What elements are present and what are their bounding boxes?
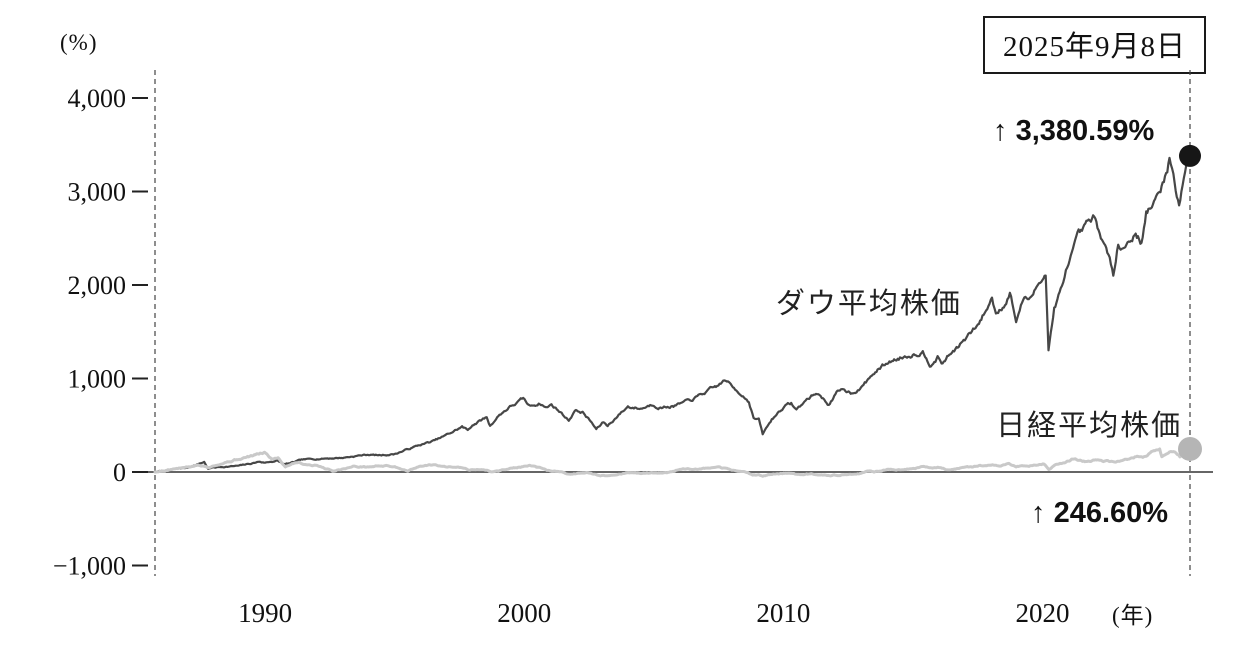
x-axis-unit-label: (年) — [1112, 603, 1154, 628]
nikkei-return-label: ↑ 246.60% — [1031, 497, 1168, 529]
y-tick-label: −1,000 — [53, 552, 126, 581]
y-tick-label: 2,000 — [68, 271, 127, 300]
nikkei-series-label: 日経平均株価 — [996, 409, 1182, 442]
dow-series-label: ダウ平均株価 — [776, 287, 962, 320]
dow-end-dot — [1179, 144, 1201, 167]
y-tick-label: 3,000 — [68, 178, 127, 207]
nikkei-end-dot — [1178, 436, 1202, 461]
x-tick-label: 2020 — [1016, 598, 1070, 628]
x-tick-label: 2000 — [497, 598, 551, 628]
x-tick-label: 1990 — [238, 598, 292, 628]
y-tick-label: 4,000 — [68, 84, 127, 113]
y-tick-label: 0 — [113, 458, 126, 487]
y-tick-label: 1,000 — [68, 365, 127, 394]
dow-return-label: ↑ 3,380.59% — [993, 115, 1154, 147]
nikkei-line — [153, 447, 1192, 478]
y-axis-unit-label: (%) — [60, 30, 98, 55]
date-box: 2025年9月8日 — [982, 16, 1206, 74]
dow-line — [153, 154, 1192, 474]
x-tick-label: 2010 — [756, 598, 810, 628]
